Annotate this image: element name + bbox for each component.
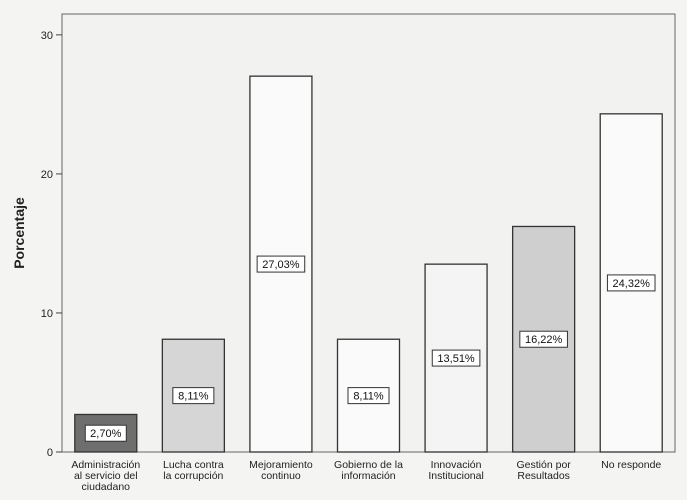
x-tick-label: Lucha contra xyxy=(163,459,224,471)
data-labels: 2,70% 8,11% 27,03% 8,11% 13,51% 16,22% 24,32% xyxy=(84,255,656,442)
x-tick-label: Institucional xyxy=(428,470,483,482)
y-tick-label: 10 xyxy=(41,308,53,320)
data-label-box xyxy=(347,387,390,405)
data-label-box xyxy=(606,274,656,292)
data-label: 24,32% xyxy=(613,278,651,290)
data-label-box xyxy=(256,255,306,273)
y-tick-label: 30 xyxy=(41,30,53,42)
data-label: 8,11% xyxy=(178,391,209,403)
data-label: 16,22% xyxy=(525,334,563,346)
x-tick-label: Gobierno de la xyxy=(334,459,403,471)
x-tick-label: información xyxy=(341,470,395,482)
data-label-box xyxy=(519,330,568,348)
data-label: 8,11% xyxy=(353,391,384,403)
data-label-box xyxy=(172,387,215,405)
data-label: 13,51% xyxy=(437,353,475,365)
x-tick-label: Innovación xyxy=(431,459,482,471)
x-tick-label: No responde xyxy=(601,459,661,471)
x-tick-label: ciudadano xyxy=(82,481,131,493)
y-tick-label: 0 xyxy=(47,447,53,459)
x-tick-label: Resultados xyxy=(517,470,570,482)
x-tick-label: la corrupción xyxy=(163,470,223,482)
x-tick-label: Mejoramiento xyxy=(249,459,313,471)
x-tick-label: continuo xyxy=(261,470,301,482)
x-tick-label: al servicio del xyxy=(74,470,138,482)
data-label-box xyxy=(431,349,481,367)
data-label: 27,03% xyxy=(262,259,300,271)
y-axis-title: Porcentaje xyxy=(11,197,27,269)
data-label: 2,70% xyxy=(90,428,121,440)
x-tick-label: Administración xyxy=(71,459,140,471)
y-axis: 0 10 20 30 xyxy=(41,30,62,459)
y-tick-label: 20 xyxy=(41,169,53,181)
data-label-box xyxy=(84,424,127,442)
x-tick-label: Gestión por xyxy=(517,459,572,471)
